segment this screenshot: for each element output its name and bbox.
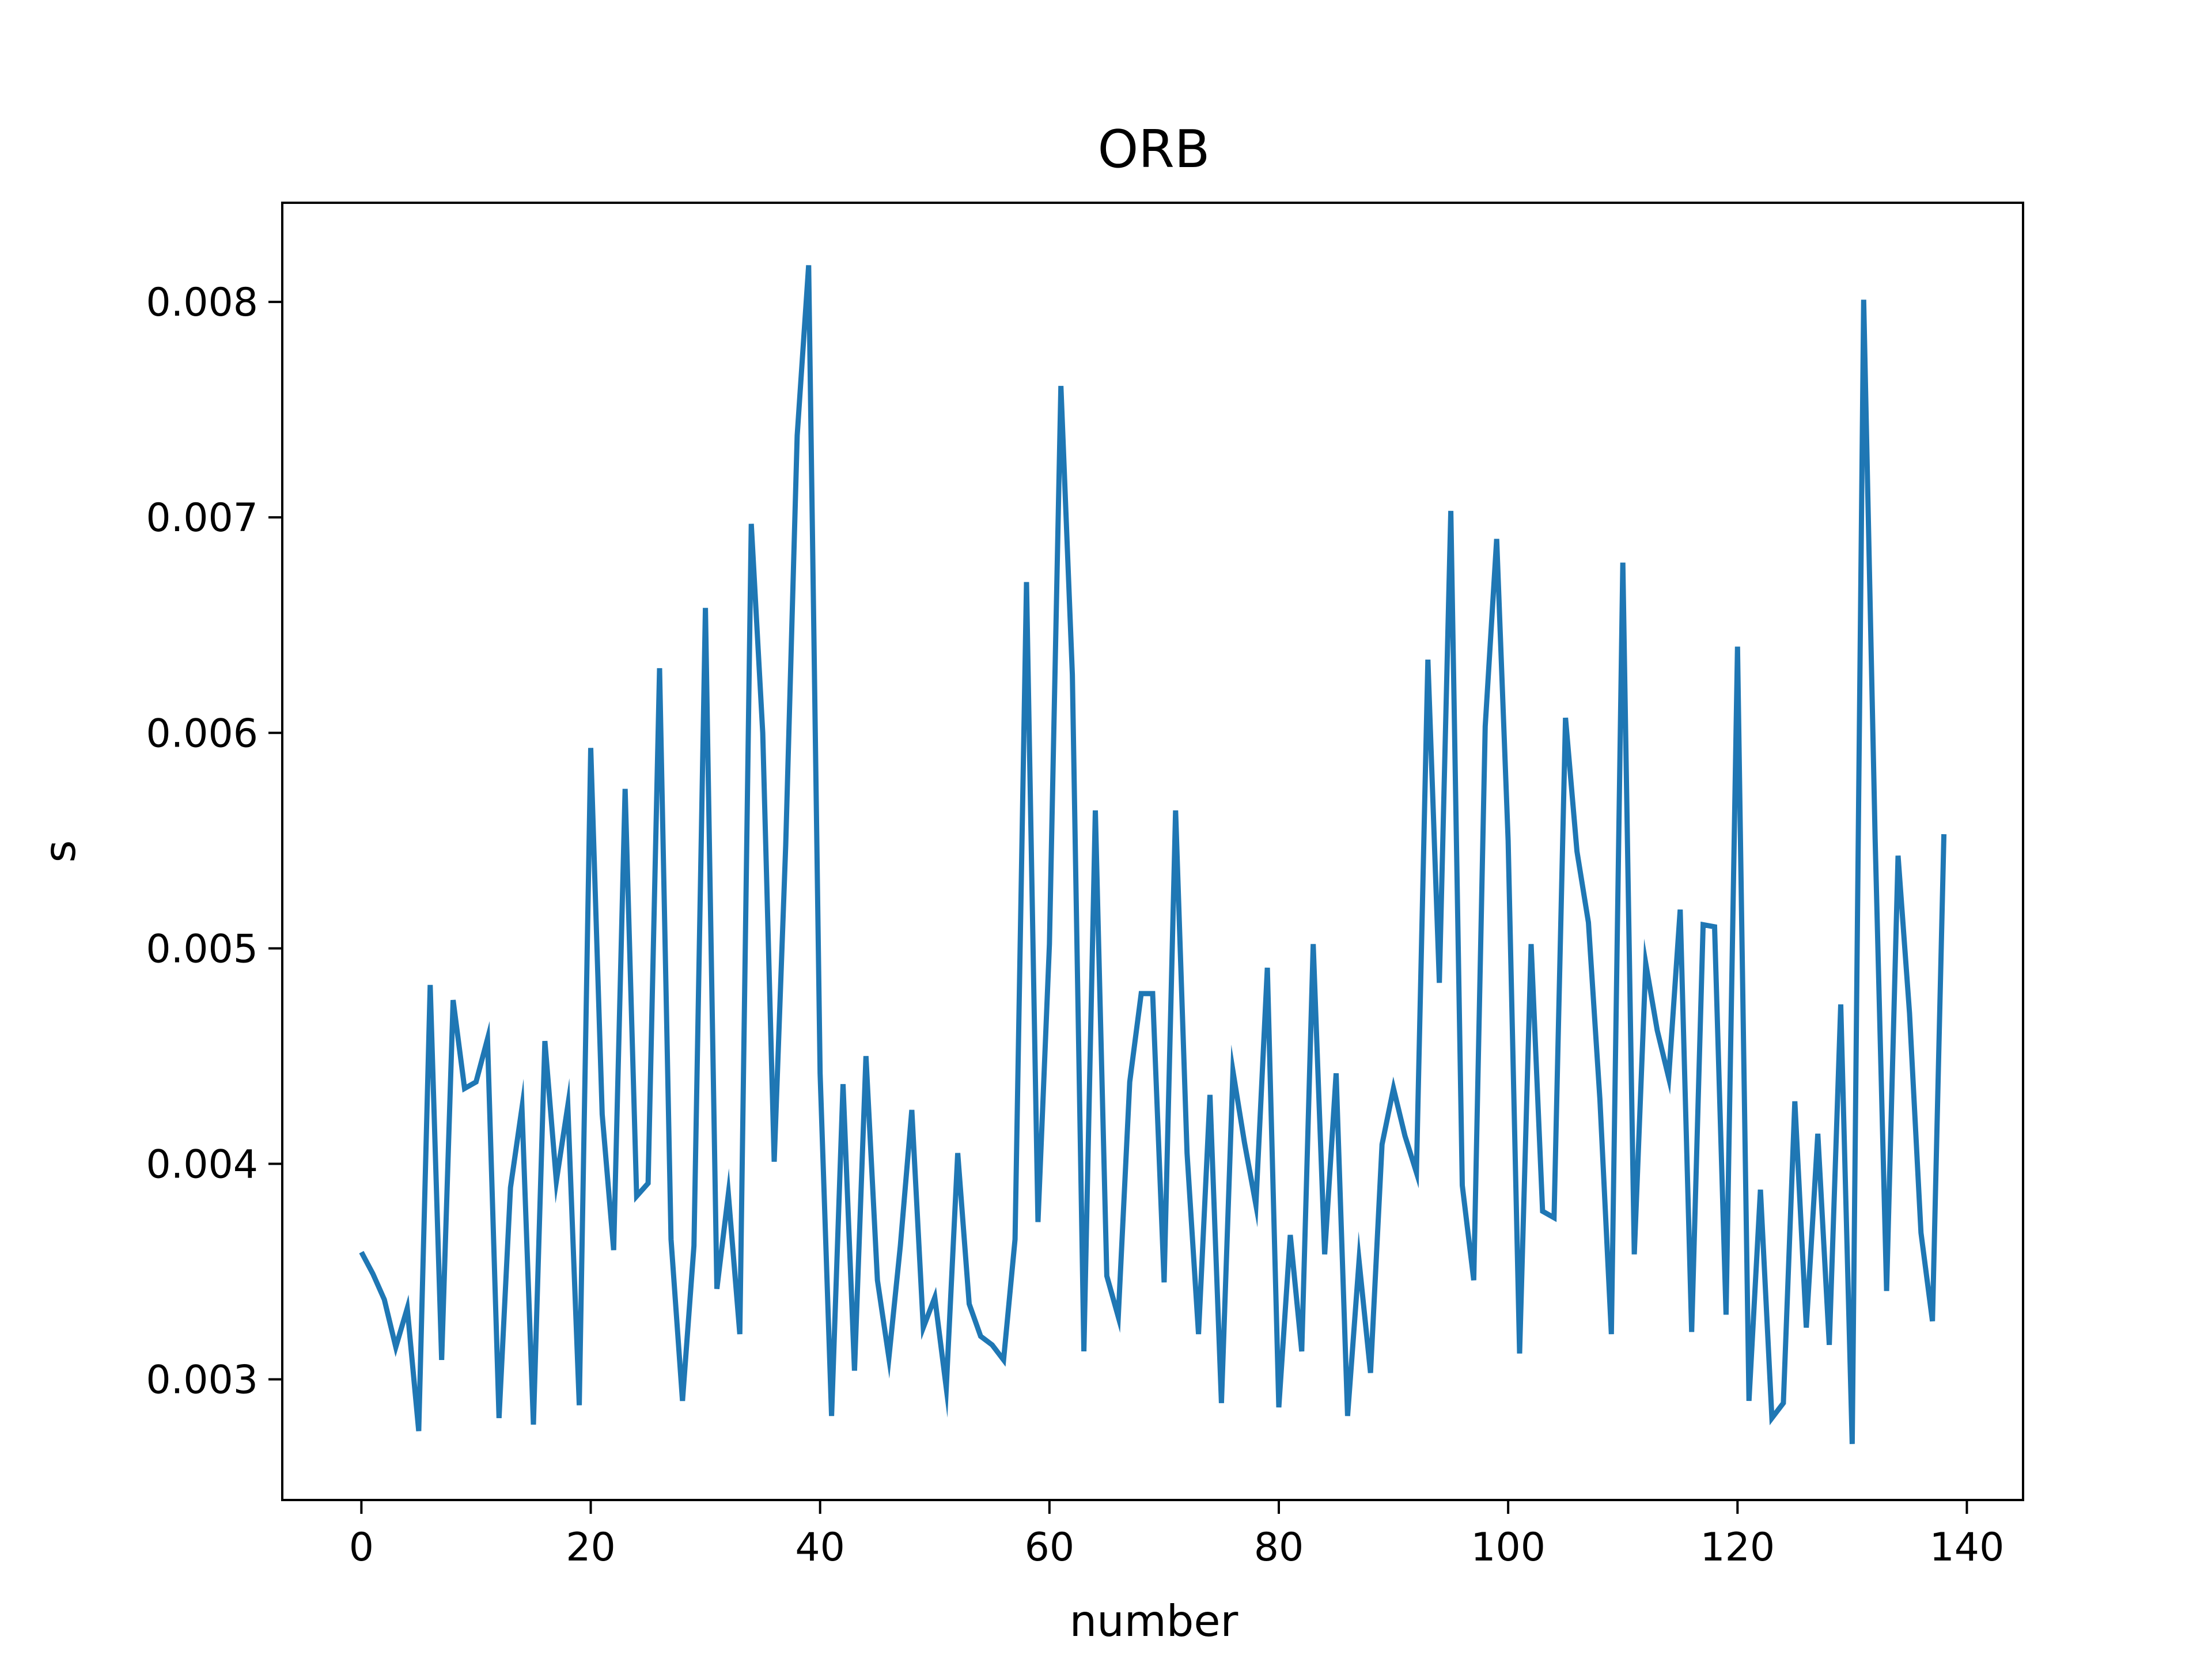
data-point — [992, 1344, 993, 1345]
x-axis-title: number — [1070, 1596, 1238, 1646]
y-tick-label: 0.007 — [146, 495, 258, 541]
x-tick-label: 80 — [1254, 1525, 1304, 1570]
x-tick-label: 0 — [349, 1525, 374, 1570]
data-point — [774, 1161, 775, 1162]
chart-title: ORB — [1097, 119, 1210, 180]
y-axis: 0.003 0.004 0.005 0.006 0.007 0.008 — [146, 280, 282, 1403]
x-axis: 0 20 40 60 80 100 120 140 — [349, 1500, 2005, 1570]
data-point — [854, 1370, 855, 1371]
data-point — [1898, 855, 1899, 856]
data-point — [567, 1105, 568, 1106]
x-tick-label: 100 — [1471, 1525, 1546, 1570]
data-point — [1829, 1344, 1830, 1345]
data-point — [1015, 1239, 1016, 1240]
data-point — [1588, 922, 1589, 923]
plot-area-frame — [281, 202, 2024, 1501]
data-point — [1840, 1004, 1841, 1005]
data-point — [613, 1250, 614, 1251]
data-point — [1450, 510, 1451, 511]
data-point — [1714, 926, 1715, 927]
series-layer — [359, 265, 1947, 1444]
data-point — [808, 265, 809, 266]
data-point — [648, 1183, 649, 1184]
data-point — [1244, 1142, 1245, 1143]
data-point — [1198, 1334, 1199, 1335]
data-point — [1485, 726, 1486, 727]
x-tick-label: 60 — [1025, 1525, 1075, 1570]
data-point — [1634, 1254, 1635, 1255]
data-point — [1324, 1254, 1325, 1255]
data-point — [1393, 1088, 1394, 1089]
data-point — [602, 1114, 603, 1115]
data-point — [934, 1297, 935, 1298]
data-point — [1737, 646, 1738, 647]
y-tick-label: 0.008 — [146, 280, 258, 325]
data-point — [911, 1109, 912, 1110]
series-line — [359, 265, 1947, 1444]
data-point — [1141, 993, 1142, 994]
data-point — [1508, 840, 1509, 841]
data-point — [441, 1359, 442, 1360]
y-tick-label: 0.004 — [146, 1142, 258, 1187]
x-tick-label: 20 — [566, 1525, 616, 1570]
data-point — [1875, 838, 1876, 839]
x-tick-label: 40 — [795, 1525, 845, 1570]
y-tick-label: 0.006 — [146, 711, 258, 756]
data-point — [1405, 1135, 1406, 1136]
x-tick-label: 120 — [1700, 1525, 1775, 1570]
x-tick-label: 140 — [1930, 1525, 2005, 1570]
y-tick-label: 0.005 — [146, 926, 258, 972]
y-tick-label: 0.003 — [146, 1358, 258, 1403]
data-point — [464, 1088, 465, 1089]
data-point — [1611, 1334, 1612, 1335]
data-point — [407, 1308, 408, 1309]
data-point — [682, 1400, 683, 1401]
data-point — [510, 1187, 511, 1188]
data-point — [1003, 1359, 1004, 1360]
y-axis-title: s — [35, 840, 85, 862]
data-point — [1668, 1077, 1669, 1078]
data-point — [1060, 386, 1061, 387]
data-point — [900, 1245, 901, 1246]
data-point — [877, 1280, 878, 1281]
